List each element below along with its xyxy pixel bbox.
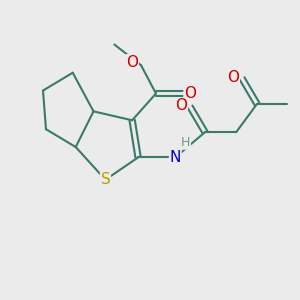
Text: O: O [175, 98, 187, 113]
Text: O: O [126, 55, 138, 70]
Text: O: O [184, 86, 196, 101]
Text: S: S [100, 172, 110, 187]
Text: N: N [169, 150, 181, 165]
Text: O: O [227, 70, 239, 85]
Text: H: H [181, 136, 190, 149]
